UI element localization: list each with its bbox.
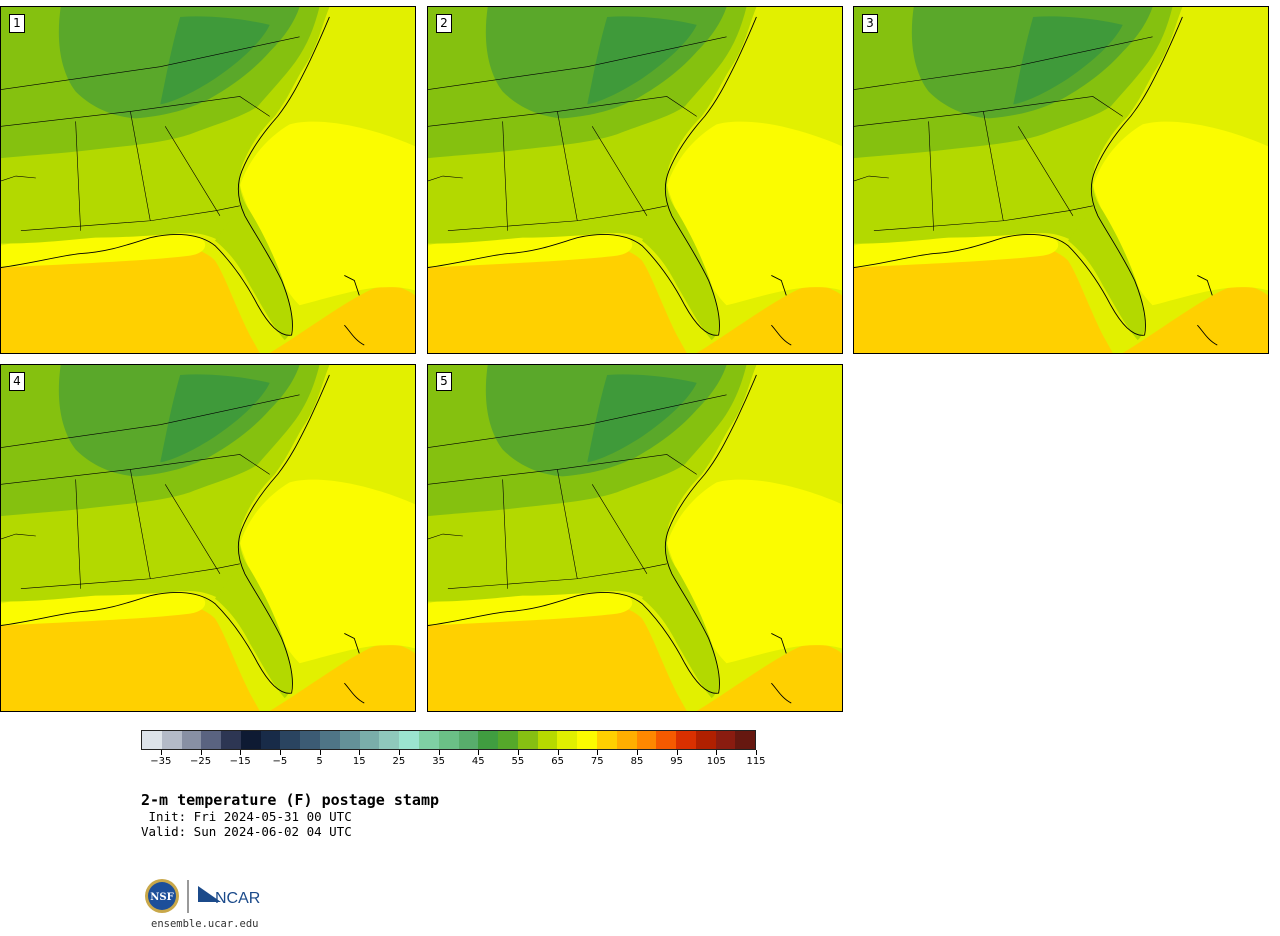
colorbar-tick-label: 45 xyxy=(471,756,485,767)
colorbar-segment xyxy=(537,731,558,749)
colorbar-tick xyxy=(517,750,519,755)
colorbar-tick-label: 55 xyxy=(511,756,525,767)
colorbar-segment xyxy=(260,731,281,749)
colorbar-segment xyxy=(418,731,439,749)
colorbar-tick-label: 15 xyxy=(352,756,366,767)
temperature-map-2 xyxy=(428,7,842,353)
colorbar-tick-label: −15 xyxy=(229,756,251,767)
svg-text:NSF: NSF xyxy=(150,892,173,903)
colorbar-segment xyxy=(676,731,696,749)
svg-text:NCAR: NCAR xyxy=(215,890,260,907)
colorbar-tick xyxy=(319,750,321,755)
ensemble-member-5-panel: 5 xyxy=(427,364,843,712)
member-label: 1 xyxy=(9,14,25,33)
colorbar-tick-label: 75 xyxy=(590,756,604,767)
colorbar-segment xyxy=(478,731,499,749)
colorbar-segment xyxy=(240,731,261,749)
colorbar-tick xyxy=(478,750,480,755)
colorbar-segment xyxy=(379,731,400,749)
colorbar-segment xyxy=(577,731,597,749)
colorbar-tick-label: −25 xyxy=(189,756,212,767)
colorbar-ticks: −35 −25 −15 −5 5 15 25 35 45 55 65 75 85 95 105 115 xyxy=(141,750,766,770)
ensemble-member-1-panel: 1 xyxy=(0,6,416,354)
temperature-colorbar xyxy=(141,730,756,750)
ensemble-member-3-panel: 3 xyxy=(853,6,1269,354)
colorbar-segment xyxy=(221,731,241,749)
colorbar-segment xyxy=(715,731,736,749)
colorbar-tick-label: 95 xyxy=(670,756,684,767)
colorbar-tick-label: −5 xyxy=(272,756,288,767)
colorbar-segment xyxy=(339,731,360,749)
colorbar-tick xyxy=(716,750,718,755)
colorbar-tick-label: 65 xyxy=(551,756,564,767)
colorbar-segment xyxy=(399,731,419,749)
colorbar-tick xyxy=(200,750,202,755)
colorbar-tick xyxy=(240,750,242,755)
colorbar-segment xyxy=(656,731,677,749)
colorbar-tick xyxy=(438,750,440,755)
colorbar-segment xyxy=(359,731,380,749)
colorbar-tick xyxy=(557,750,559,755)
member-label: 3 xyxy=(862,14,878,33)
colorbar-segment xyxy=(596,731,617,749)
temperature-map-4 xyxy=(1,365,415,711)
colorbar-tick xyxy=(756,750,757,755)
colorbar-segment xyxy=(458,731,479,749)
colorbar-segment xyxy=(161,731,182,749)
colorbar-segment xyxy=(142,731,162,749)
colorbar-segment xyxy=(616,731,637,749)
ensemble-member-2-panel: 2 xyxy=(427,6,843,354)
temperature-map-1 xyxy=(1,7,415,353)
colorbar-tick-label: 115 xyxy=(746,756,766,767)
colorbar-tick xyxy=(359,750,361,755)
colorbar-tick-label: 105 xyxy=(706,756,726,767)
colorbar-segment xyxy=(735,731,756,749)
colorbar-tick xyxy=(279,750,281,755)
colorbar-tick-label: 85 xyxy=(630,756,644,767)
valid-time: Valid: Sun 2024-06-02 04 UTC xyxy=(141,824,352,839)
colorbar-segment xyxy=(280,731,301,749)
colorbar-segment xyxy=(695,731,716,749)
colorbar-segment xyxy=(201,731,222,749)
colorbar-segment xyxy=(498,731,518,749)
member-label: 2 xyxy=(436,14,452,33)
ensemble-member-4-panel: 4 xyxy=(0,364,416,712)
figure-title: 2-m temperature (F) postage stamp xyxy=(141,791,440,809)
colorbar-segment xyxy=(557,731,578,749)
temperature-map-3 xyxy=(854,7,1268,353)
colorbar-tick-label: −35 xyxy=(150,756,172,767)
colorbar-segment xyxy=(438,731,459,749)
nsf-ncar-logo: NSF NCAR xyxy=(145,879,260,913)
colorbar-tick xyxy=(636,750,638,755)
colorbar-segment xyxy=(320,731,340,749)
temperature-map-5 xyxy=(428,365,842,711)
colorbar-tick-label: 35 xyxy=(432,756,445,767)
member-label: 4 xyxy=(9,372,25,391)
sponsor-logos: NSF NCAR xyxy=(143,876,283,918)
colorbar-tick-label: 5 xyxy=(316,756,323,767)
colorbar-segment xyxy=(517,731,538,749)
colorbar-tick xyxy=(160,750,162,755)
colorbar-segment xyxy=(636,731,657,749)
colorbar-tick xyxy=(597,750,599,755)
init-time: Init: Fri 2024-05-31 00 UTC xyxy=(141,809,352,824)
colorbar-tick xyxy=(676,750,678,755)
colorbar-tick xyxy=(398,750,400,755)
colorbar-segment xyxy=(181,731,202,749)
member-label: 5 xyxy=(436,372,452,391)
colorbar-segment xyxy=(300,731,321,749)
website-url[interactable]: ensemble.ucar.edu xyxy=(151,918,259,930)
colorbar-tick-label: 25 xyxy=(392,756,406,767)
